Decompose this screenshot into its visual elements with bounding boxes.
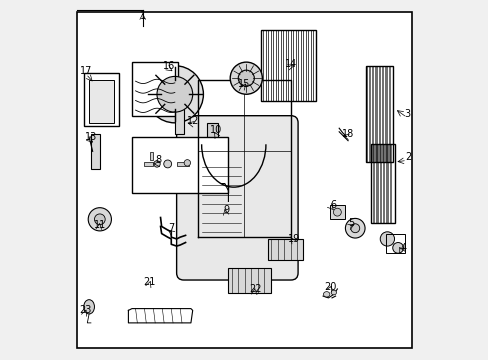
Text: 12: 12 (186, 116, 199, 126)
Text: 19: 19 (288, 234, 300, 244)
Ellipse shape (350, 224, 359, 233)
Text: 5: 5 (348, 218, 354, 228)
Text: 1: 1 (140, 11, 145, 21)
Text: 10: 10 (209, 125, 222, 135)
Bar (144, 162, 153, 166)
Ellipse shape (83, 300, 94, 314)
Ellipse shape (238, 70, 254, 86)
Bar (149, 152, 153, 160)
Bar (228, 267, 271, 293)
Bar (89, 80, 114, 123)
Text: 16: 16 (163, 61, 175, 71)
Ellipse shape (380, 232, 394, 246)
Text: 14: 14 (284, 59, 296, 69)
Bar (176, 162, 189, 166)
Bar (365, 66, 392, 162)
Text: 9: 9 (223, 205, 229, 215)
Text: 6: 6 (330, 200, 336, 210)
Text: 17: 17 (80, 66, 93, 76)
Bar (91, 134, 100, 169)
Bar (132, 137, 228, 193)
Text: 21: 21 (143, 277, 156, 287)
Bar (385, 234, 405, 253)
Text: 7: 7 (168, 223, 174, 233)
Bar (329, 205, 344, 219)
Ellipse shape (88, 208, 111, 231)
Text: 2: 2 (405, 152, 411, 162)
Ellipse shape (163, 160, 171, 168)
Ellipse shape (392, 243, 403, 253)
Bar (267, 239, 303, 260)
Ellipse shape (153, 161, 160, 167)
Bar (206, 123, 217, 141)
Text: 18: 18 (341, 129, 353, 139)
Text: 20: 20 (324, 282, 336, 292)
Bar (132, 62, 178, 116)
Text: 15: 15 (238, 78, 250, 89)
Ellipse shape (184, 159, 190, 166)
Ellipse shape (94, 214, 105, 225)
Text: 4: 4 (400, 243, 406, 253)
Text: 8: 8 (155, 156, 162, 165)
Ellipse shape (230, 62, 262, 94)
Bar (370, 144, 394, 223)
Ellipse shape (330, 290, 336, 295)
Ellipse shape (333, 208, 341, 216)
Ellipse shape (345, 219, 365, 238)
Bar (260, 30, 315, 102)
Ellipse shape (146, 66, 203, 123)
Text: 22: 22 (248, 284, 261, 294)
Bar (175, 105, 183, 134)
Text: 3: 3 (403, 109, 409, 119)
Text: 23: 23 (79, 305, 92, 315)
Text: 13: 13 (84, 132, 97, 142)
Bar (83, 73, 119, 126)
Text: 11: 11 (94, 220, 106, 230)
FancyBboxPatch shape (176, 116, 298, 280)
Ellipse shape (323, 292, 329, 297)
Ellipse shape (157, 76, 192, 112)
